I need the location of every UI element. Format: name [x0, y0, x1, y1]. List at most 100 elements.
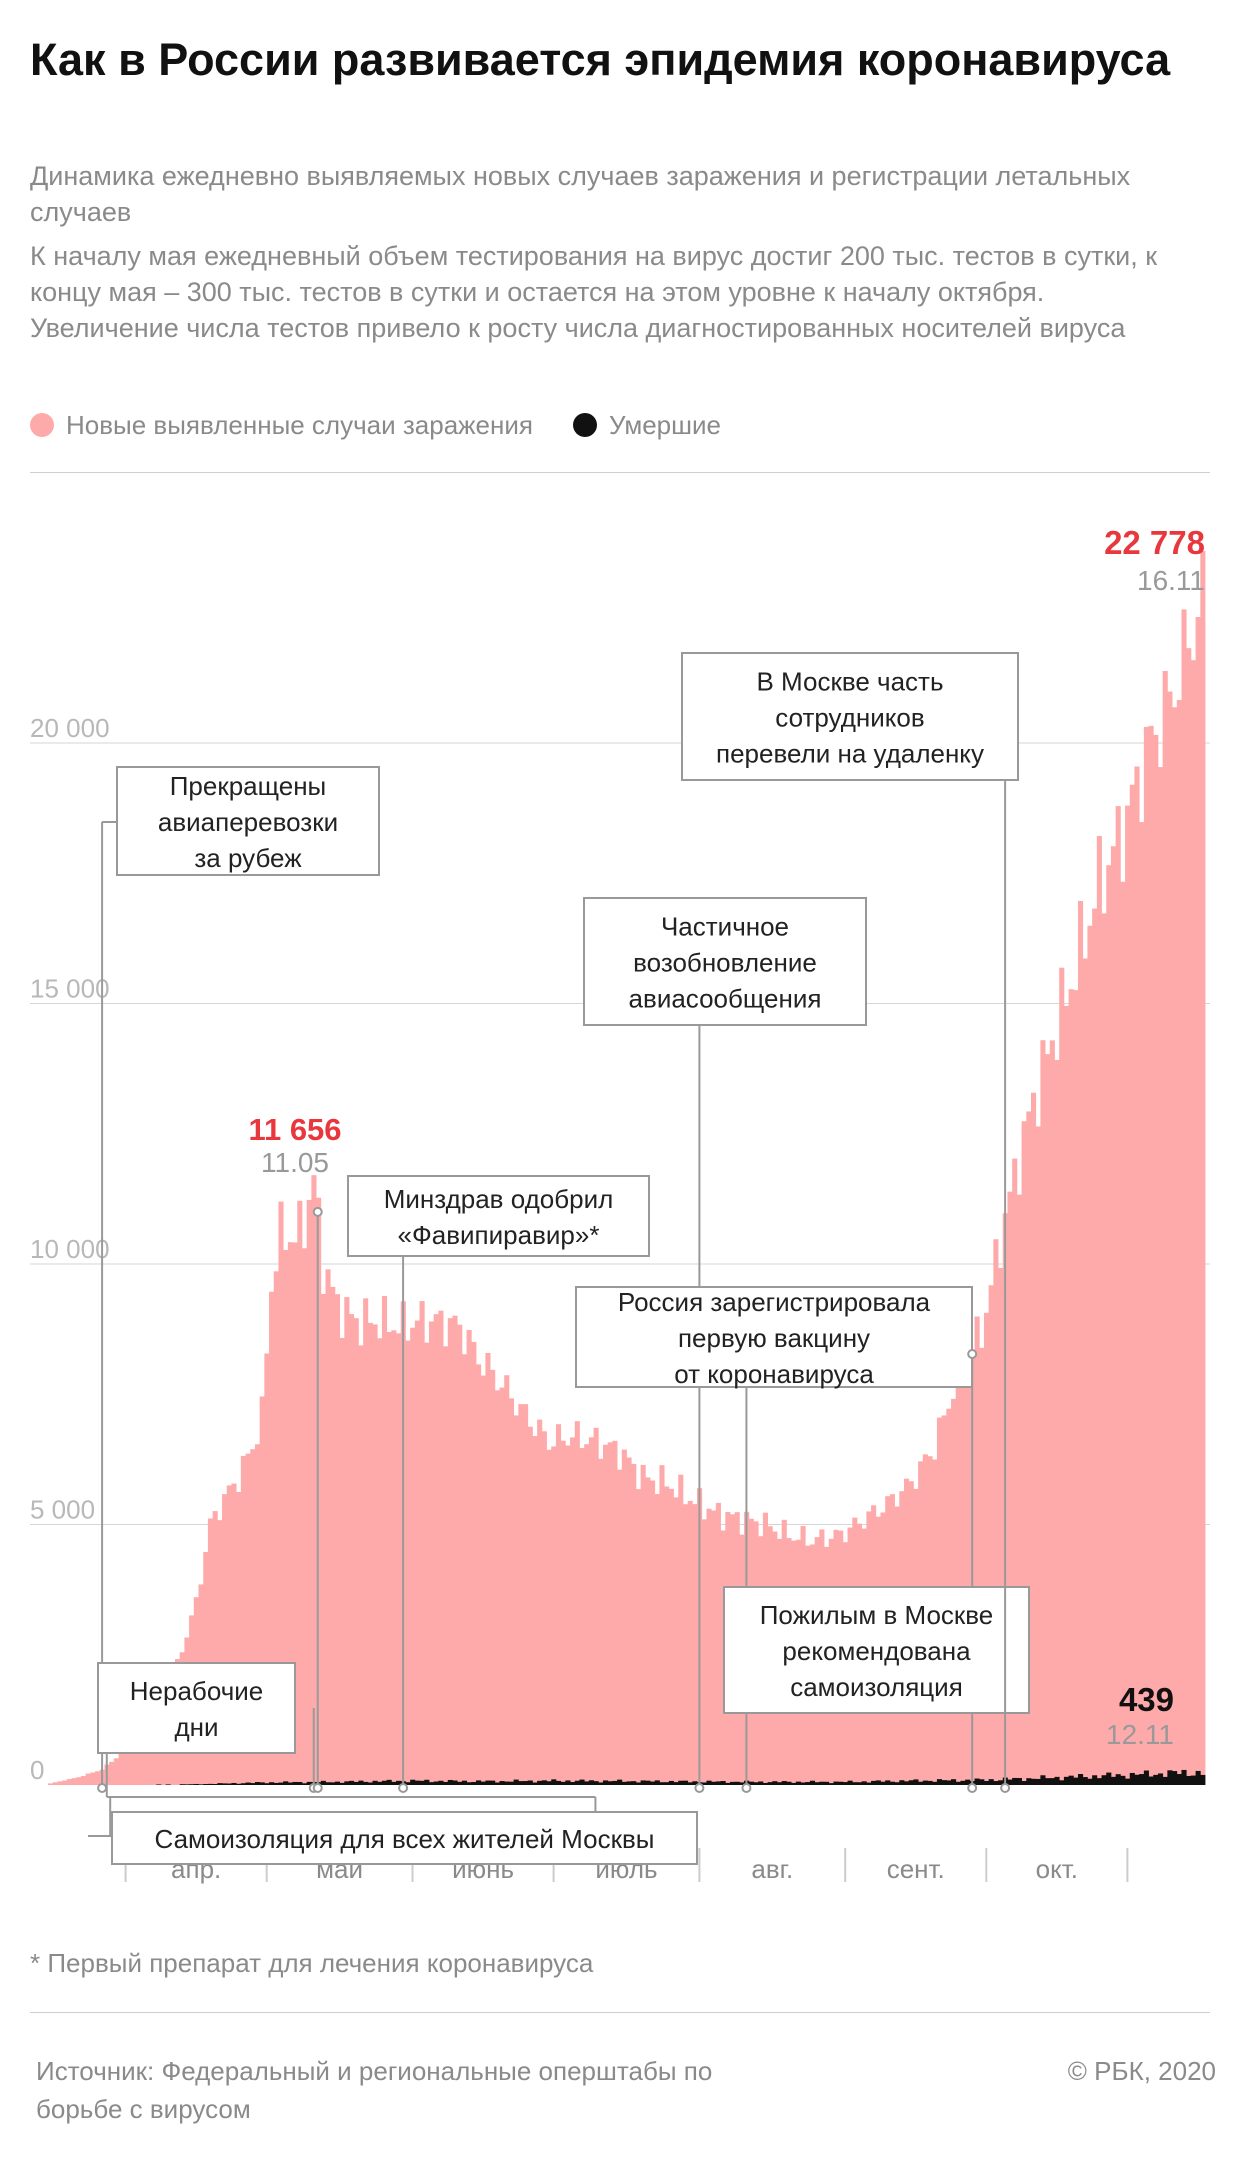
case-bar [988, 1285, 994, 1785]
death-bar [927, 1780, 933, 1785]
case-bar [1026, 1111, 1032, 1785]
case-bar [1016, 1194, 1022, 1785]
annotation-marker [312, 1206, 323, 1217]
death-bar [1143, 1770, 1149, 1785]
case-bar [993, 1239, 999, 1785]
case-bar [377, 1338, 383, 1785]
case-bar [240, 1455, 246, 1785]
case-bar [1181, 609, 1187, 1786]
annotation-moscow-isolation-text: Самоизоляция для всех жителей Москвы [155, 1824, 655, 1854]
death-bar [1172, 1771, 1178, 1785]
case-bar [960, 1371, 966, 1785]
case-bar [1059, 967, 1065, 1785]
death-bar [1101, 1775, 1107, 1785]
case-bar [612, 1440, 618, 1785]
case-bar [301, 1248, 308, 1785]
top-divider [30, 472, 1210, 473]
death-bar [668, 1780, 674, 1785]
case-bar [320, 1293, 326, 1785]
death-bar [560, 1781, 566, 1785]
case-bar [1092, 908, 1098, 1785]
death-bar [795, 1781, 801, 1785]
death-bar [165, 1784, 171, 1785]
death-bar [913, 1779, 919, 1785]
case-bar [584, 1444, 590, 1785]
death-bar [203, 1783, 209, 1785]
death-bar [1068, 1775, 1074, 1785]
death-bar [871, 1780, 877, 1785]
death-bar [301, 1783, 308, 1785]
annotation-marker [967, 1783, 978, 1793]
case-bar [490, 1369, 496, 1785]
death-bar [353, 1781, 359, 1785]
case-bar [410, 1327, 416, 1785]
death-bar [222, 1783, 228, 1785]
annotation-flights-stopped-text: Прекращены [170, 771, 327, 801]
case-bar [701, 1519, 707, 1785]
case-bar [527, 1426, 533, 1785]
legend-label-deaths: Умершие [608, 409, 721, 440]
annotation-nonworking-days-text: Нерабочие [130, 1676, 263, 1706]
death-bar [1016, 1778, 1022, 1785]
death-bar [537, 1780, 543, 1785]
death-bar [1035, 1778, 1041, 1785]
case-bar [396, 1333, 402, 1785]
death-bar [490, 1780, 496, 1785]
case-bar [965, 1363, 971, 1785]
case-bar [283, 1250, 289, 1785]
case-bar [979, 1347, 985, 1785]
death-bar [951, 1779, 957, 1785]
death-bar [1087, 1778, 1093, 1785]
annotation-marker [967, 1349, 978, 1359]
death-bar [184, 1784, 190, 1785]
death-bar [410, 1779, 416, 1785]
death-bar [447, 1779, 453, 1785]
case-bar [1078, 900, 1084, 1785]
death-bar [485, 1780, 491, 1785]
death-bar [593, 1781, 599, 1785]
death-bar [899, 1780, 905, 1785]
case-bar [593, 1427, 599, 1785]
case-bar [546, 1449, 552, 1785]
case-bar [127, 1749, 134, 1785]
case-bar [443, 1346, 449, 1785]
case-bar [565, 1445, 571, 1785]
case-bar [574, 1421, 580, 1785]
case-bar [76, 1777, 82, 1785]
case-bar [645, 1477, 651, 1785]
death-bar [1120, 1775, 1126, 1785]
death-bar [635, 1782, 642, 1785]
death-bar [908, 1780, 914, 1785]
annotation-flights-stopped-box [116, 766, 380, 876]
case-bar [682, 1504, 689, 1785]
legend-item-cases: Новые выявленные случаи заражения [30, 410, 533, 441]
annotation-vaccine-text: первую вакцину [678, 1323, 870, 1353]
death-bar [682, 1780, 689, 1785]
death-bar [292, 1781, 298, 1785]
death-bar [287, 1782, 293, 1785]
case-bar [349, 1314, 355, 1785]
case-bar [231, 1483, 237, 1785]
death-bar [367, 1782, 373, 1785]
death-bar [955, 1781, 961, 1785]
chart-title: Как в России развивается эпидемия корона… [30, 34, 1171, 85]
peak-value-may: 11 656 [248, 1112, 341, 1147]
annotation-marker [1000, 1783, 1011, 1793]
case-bar [480, 1375, 486, 1785]
case-bar [254, 1444, 261, 1785]
death-bar [579, 1779, 585, 1785]
case-bar [80, 1775, 87, 1785]
death-bar [584, 1781, 590, 1785]
death-bar [283, 1781, 289, 1785]
annotation-marker [97, 1783, 108, 1793]
annotation-elderly-isolation-text: рекомендована [782, 1636, 971, 1666]
case-bar [532, 1436, 538, 1785]
case-bar [555, 1424, 562, 1785]
death-bar [659, 1782, 665, 1785]
peak-date-may: 11.05 [261, 1147, 329, 1178]
death-bar [805, 1782, 811, 1785]
case-bar [438, 1310, 444, 1785]
case-bar [207, 1518, 214, 1785]
case-bar [1082, 958, 1088, 1785]
death-bar [217, 1783, 223, 1785]
